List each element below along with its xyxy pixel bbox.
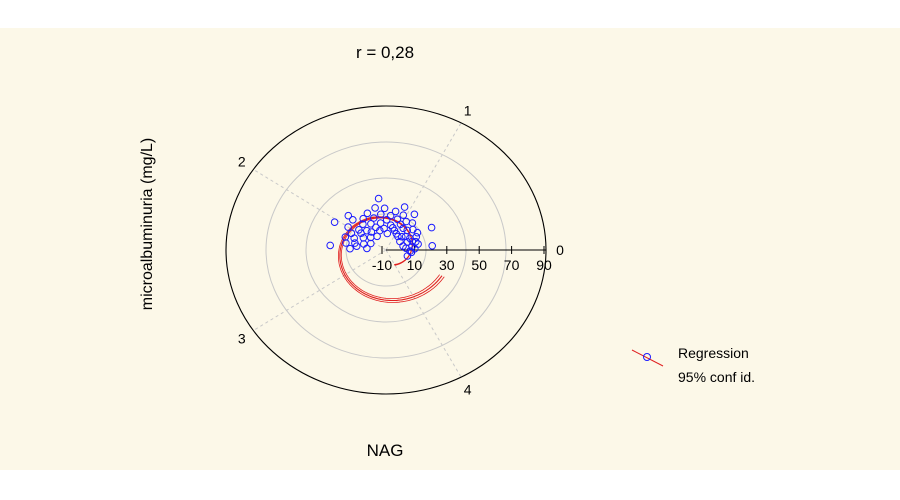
data-point-68 <box>344 211 353 220</box>
data-point-57 <box>350 234 359 242</box>
legend-entry-confidence: 95% conf id. <box>678 369 755 385</box>
grid-spoke-4 <box>385 249 462 378</box>
data-point-52 <box>357 229 365 237</box>
data-point-43 <box>367 220 375 228</box>
data-point-34 <box>380 204 389 213</box>
angular-label-1: 1 <box>464 102 472 118</box>
angular-label-2: 2 <box>238 154 246 170</box>
data-point-42 <box>363 209 372 218</box>
polar-chart: r = 0,28 microalbuminuria (mg/L) NAG 0 1 2… <box>139 43 755 460</box>
data-point-45 <box>359 214 368 223</box>
radial-tick-label-5: 90 <box>536 257 552 273</box>
angular-label-3: 3 <box>238 330 246 346</box>
data-point-58 <box>341 233 350 241</box>
data-point-46 <box>367 228 376 236</box>
grid-spoke-3 <box>253 249 387 331</box>
data-point-49 <box>349 216 357 224</box>
radial-tick-label-0: -10 <box>372 257 392 273</box>
data-point-47 <box>359 220 367 228</box>
data-point-72 <box>400 203 409 211</box>
data-point-61 <box>342 239 350 247</box>
legend-entry-regression: Regression <box>678 345 749 361</box>
data-point-37 <box>376 219 385 227</box>
legend-point-marker <box>643 353 651 361</box>
data-point-27 <box>393 215 402 224</box>
radial-tick-label-3: 50 <box>471 257 487 273</box>
data-point-41 <box>372 223 380 232</box>
data-point-30 <box>387 221 395 229</box>
plot-area: 0 1 2 3 4 -10 10 30 50 70 90 <box>225 102 564 398</box>
data-point-8 <box>412 237 420 246</box>
chart-title: r = 0,28 <box>356 43 414 62</box>
radial-tick-label-1: 10 <box>407 257 423 273</box>
data-point-53 <box>344 223 352 231</box>
data-point-62 <box>352 242 361 250</box>
data-point-66 <box>410 210 419 219</box>
data-point-69 <box>330 218 339 226</box>
data-point-65 <box>427 223 436 232</box>
data-point-11 <box>412 233 421 241</box>
radial-tick-label-2: 30 <box>439 257 455 273</box>
x-axis-label: NAG <box>367 441 404 460</box>
grid-spoke-2 <box>253 169 387 251</box>
angular-label-0: 0 <box>556 242 564 258</box>
data-point-33 <box>382 216 391 224</box>
data-point-67 <box>374 194 383 203</box>
data-point-63 <box>363 244 371 253</box>
data-point-14 <box>396 237 404 246</box>
data-point-31 <box>386 211 395 220</box>
angular-label-4: 4 <box>464 382 472 398</box>
radial-tick-label-4: 70 <box>504 257 520 273</box>
data-point-40 <box>370 214 378 222</box>
data-point-18 <box>403 226 412 235</box>
y-axis-label: microalbuminuria (mg/L) <box>139 138 156 311</box>
data-point-35 <box>380 224 388 233</box>
data-point-44 <box>373 232 381 241</box>
grid-spoke-1 <box>385 122 462 251</box>
data-point-70 <box>326 241 335 250</box>
data-point-64 <box>346 244 354 253</box>
data-point-71 <box>428 242 437 250</box>
legend: Regression 95% conf id. <box>631 345 755 385</box>
chart-panel: r = 0,28 microalbuminuria (mg/L) NAG 0 1 2… <box>0 28 900 470</box>
data-point-25 <box>399 211 408 219</box>
data-point-29 <box>391 207 400 216</box>
data-point-21 <box>399 224 408 233</box>
data-point-12 <box>406 234 414 243</box>
data-point-38 <box>371 204 379 212</box>
legend-regression-line <box>631 349 664 367</box>
data-point-36 <box>377 210 385 219</box>
